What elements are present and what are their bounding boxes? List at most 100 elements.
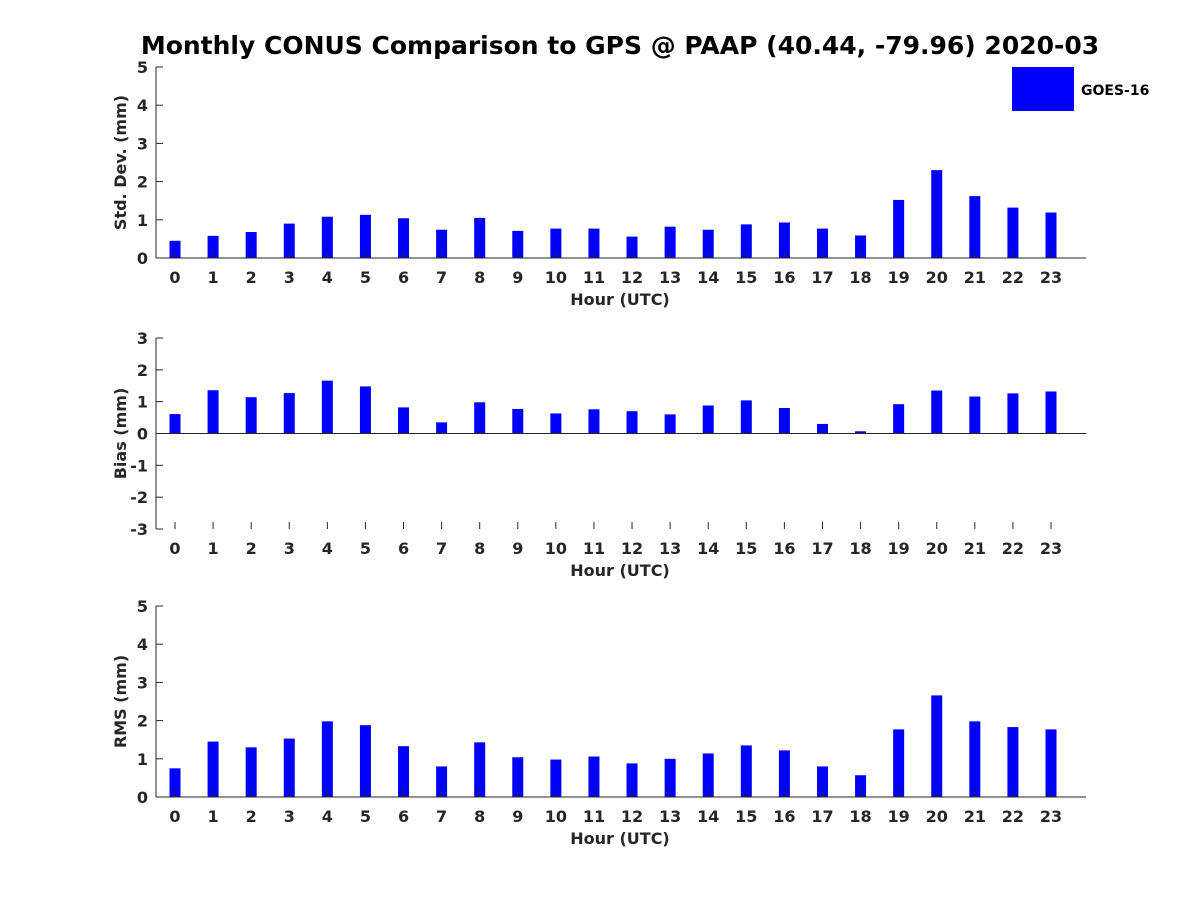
bar-std-dev-12 xyxy=(626,236,638,258)
bar-rms-9 xyxy=(512,757,524,797)
x-tick-label: 0 xyxy=(169,268,180,287)
x-tick-label: 8 xyxy=(474,539,485,558)
bar-rms-5 xyxy=(359,725,371,797)
bar-std-dev-23 xyxy=(1045,212,1057,258)
x-tick-label: 19 xyxy=(888,807,910,826)
bar-bias-22 xyxy=(1007,393,1019,434)
x-tick-label: 10 xyxy=(545,807,567,826)
x-tick-label: 15 xyxy=(735,268,757,287)
y-tick-label: 2 xyxy=(137,173,148,192)
bar-rms-7 xyxy=(436,766,448,797)
bar-bias-7 xyxy=(436,422,448,434)
x-tick-label: 2 xyxy=(246,268,257,287)
x-tick-label: 7 xyxy=(436,807,447,826)
x-tick-label: 14 xyxy=(697,807,719,826)
bar-rms-21 xyxy=(969,721,981,797)
x-tick-label: 4 xyxy=(322,268,333,287)
x-tick-label: 20 xyxy=(926,807,948,826)
bar-std-dev-1 xyxy=(207,235,219,258)
y-tick-label: 1 xyxy=(137,211,148,230)
x-tick-label: 16 xyxy=(773,539,795,558)
x-tick-label: 1 xyxy=(208,539,219,558)
x-tick-label: 11 xyxy=(583,539,605,558)
y-tick-label: 3 xyxy=(137,134,148,153)
bar-bias-15 xyxy=(740,400,752,434)
bar-bias-8 xyxy=(474,402,486,434)
y-tick-label: -1 xyxy=(130,456,148,475)
x-tick-label: 0 xyxy=(169,539,180,558)
bar-bias-14 xyxy=(702,405,714,434)
bar-std-dev-22 xyxy=(1007,207,1019,258)
y-tick-label: 2 xyxy=(137,712,148,731)
bar-rms-2 xyxy=(245,747,257,797)
bar-std-dev-17 xyxy=(816,228,828,258)
bar-bias-5 xyxy=(359,386,371,434)
y-tick-label: 2 xyxy=(137,361,148,380)
y-tick-label: 0 xyxy=(137,249,148,268)
x-tick-label: 9 xyxy=(512,539,523,558)
x-tick-label: 23 xyxy=(1040,268,1062,287)
bar-rms-14 xyxy=(702,753,714,797)
x-tick-label: 13 xyxy=(659,807,681,826)
x-tick-label: 4 xyxy=(322,539,333,558)
x-tick-label: 15 xyxy=(735,539,757,558)
bar-std-dev-3 xyxy=(283,223,295,258)
bar-bias-19 xyxy=(893,404,905,434)
bar-std-dev-0 xyxy=(169,240,181,258)
x-tick-label: 14 xyxy=(697,268,719,287)
legend: GOES-16 xyxy=(1012,67,1149,111)
x-tick-label: 18 xyxy=(849,268,871,287)
legend-swatch-goes16 xyxy=(1012,67,1074,111)
x-axis-label: Hour (UTC) xyxy=(570,561,670,580)
x-tick-label: 6 xyxy=(398,268,409,287)
x-tick-label: 3 xyxy=(284,807,295,826)
x-tick-label: 13 xyxy=(659,539,681,558)
x-tick-label: 20 xyxy=(926,539,948,558)
y-tick-label: 4 xyxy=(137,635,148,654)
x-tick-label: 19 xyxy=(888,539,910,558)
x-tick-label: 22 xyxy=(1002,807,1024,826)
bar-bias-11 xyxy=(588,409,600,434)
x-tick-label: 5 xyxy=(360,539,371,558)
bar-bias-0 xyxy=(169,414,181,434)
bar-rms-1 xyxy=(207,741,219,797)
bar-bias-6 xyxy=(398,407,410,434)
bar-std-dev-6 xyxy=(398,218,410,258)
x-tick-label: 7 xyxy=(436,539,447,558)
bar-rms-3 xyxy=(283,738,295,797)
bar-std-dev-19 xyxy=(893,199,905,258)
x-tick-label: 11 xyxy=(583,268,605,287)
bar-bias-1 xyxy=(207,390,219,434)
bar-rms-0 xyxy=(169,768,181,797)
bar-bias-17 xyxy=(816,423,828,434)
y-axis-label: Std. Dev. (mm) xyxy=(111,95,130,230)
x-tick-label: 21 xyxy=(964,807,986,826)
x-tick-label: 17 xyxy=(811,807,833,826)
y-tick-label: 5 xyxy=(137,58,148,77)
x-tick-label: 13 xyxy=(659,268,681,287)
bar-bias-2 xyxy=(245,397,257,434)
x-tick-label: 19 xyxy=(888,268,910,287)
y-tick-label: -3 xyxy=(130,520,148,539)
x-tick-label: 8 xyxy=(474,807,485,826)
x-tick-label: 17 xyxy=(811,539,833,558)
x-tick-label: 9 xyxy=(512,807,523,826)
x-axis-label: Hour (UTC) xyxy=(570,829,670,848)
bar-std-dev-8 xyxy=(474,217,486,258)
bar-rms-17 xyxy=(816,766,828,797)
x-tick-label: 15 xyxy=(735,807,757,826)
x-tick-label: 2 xyxy=(246,807,257,826)
x-tick-label: 17 xyxy=(811,268,833,287)
x-tick-label: 12 xyxy=(621,807,643,826)
x-tick-label: 11 xyxy=(583,807,605,826)
x-tick-label: 8 xyxy=(474,268,485,287)
bar-std-dev-10 xyxy=(550,228,562,258)
bar-bias-4 xyxy=(321,380,333,434)
bar-bias-10 xyxy=(550,413,562,434)
bar-rms-16 xyxy=(778,750,790,797)
x-tick-label: 2 xyxy=(246,539,257,558)
bar-std-dev-15 xyxy=(740,224,752,258)
